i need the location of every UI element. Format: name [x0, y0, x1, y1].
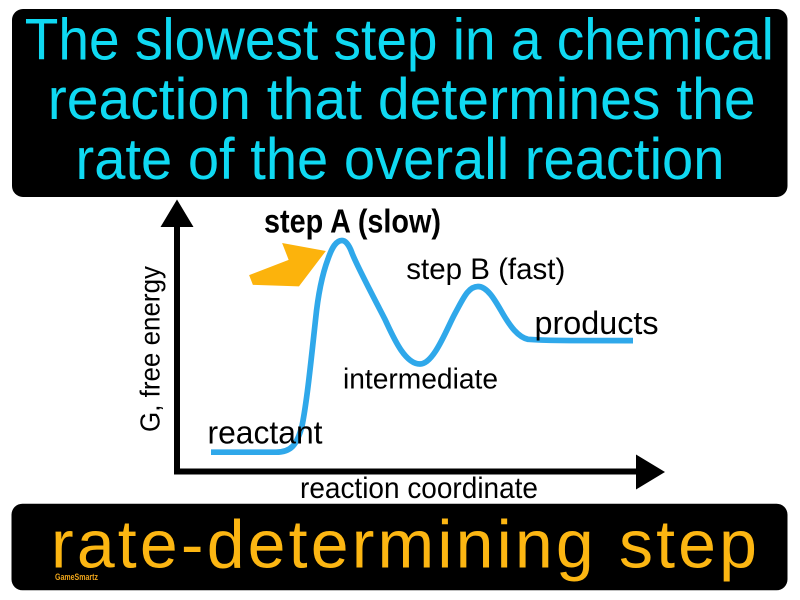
svg-text:rate-determining step: rate-determining step [51, 507, 757, 583]
svg-text:step B (fast): step B (fast) [406, 253, 565, 286]
svg-text:G, free energy: G, free energy [135, 266, 166, 432]
svg-text:step A (slow): step A (slow) [264, 203, 441, 240]
svg-text:intermediate: intermediate [343, 364, 498, 396]
svg-text:The slowest step in a chemical: The slowest step in a chemical [25, 8, 774, 73]
svg-text:reaction coordinate: reaction coordinate [300, 472, 538, 505]
svg-text:rate of the overall reaction: rate of the overall reaction [76, 127, 725, 192]
svg-text:products: products [535, 305, 659, 341]
svg-text:GameSmartz: GameSmartz [55, 572, 98, 583]
svg-text:reactant: reactant [208, 415, 323, 451]
svg-text:reaction that determines the: reaction that determines the [48, 67, 756, 132]
